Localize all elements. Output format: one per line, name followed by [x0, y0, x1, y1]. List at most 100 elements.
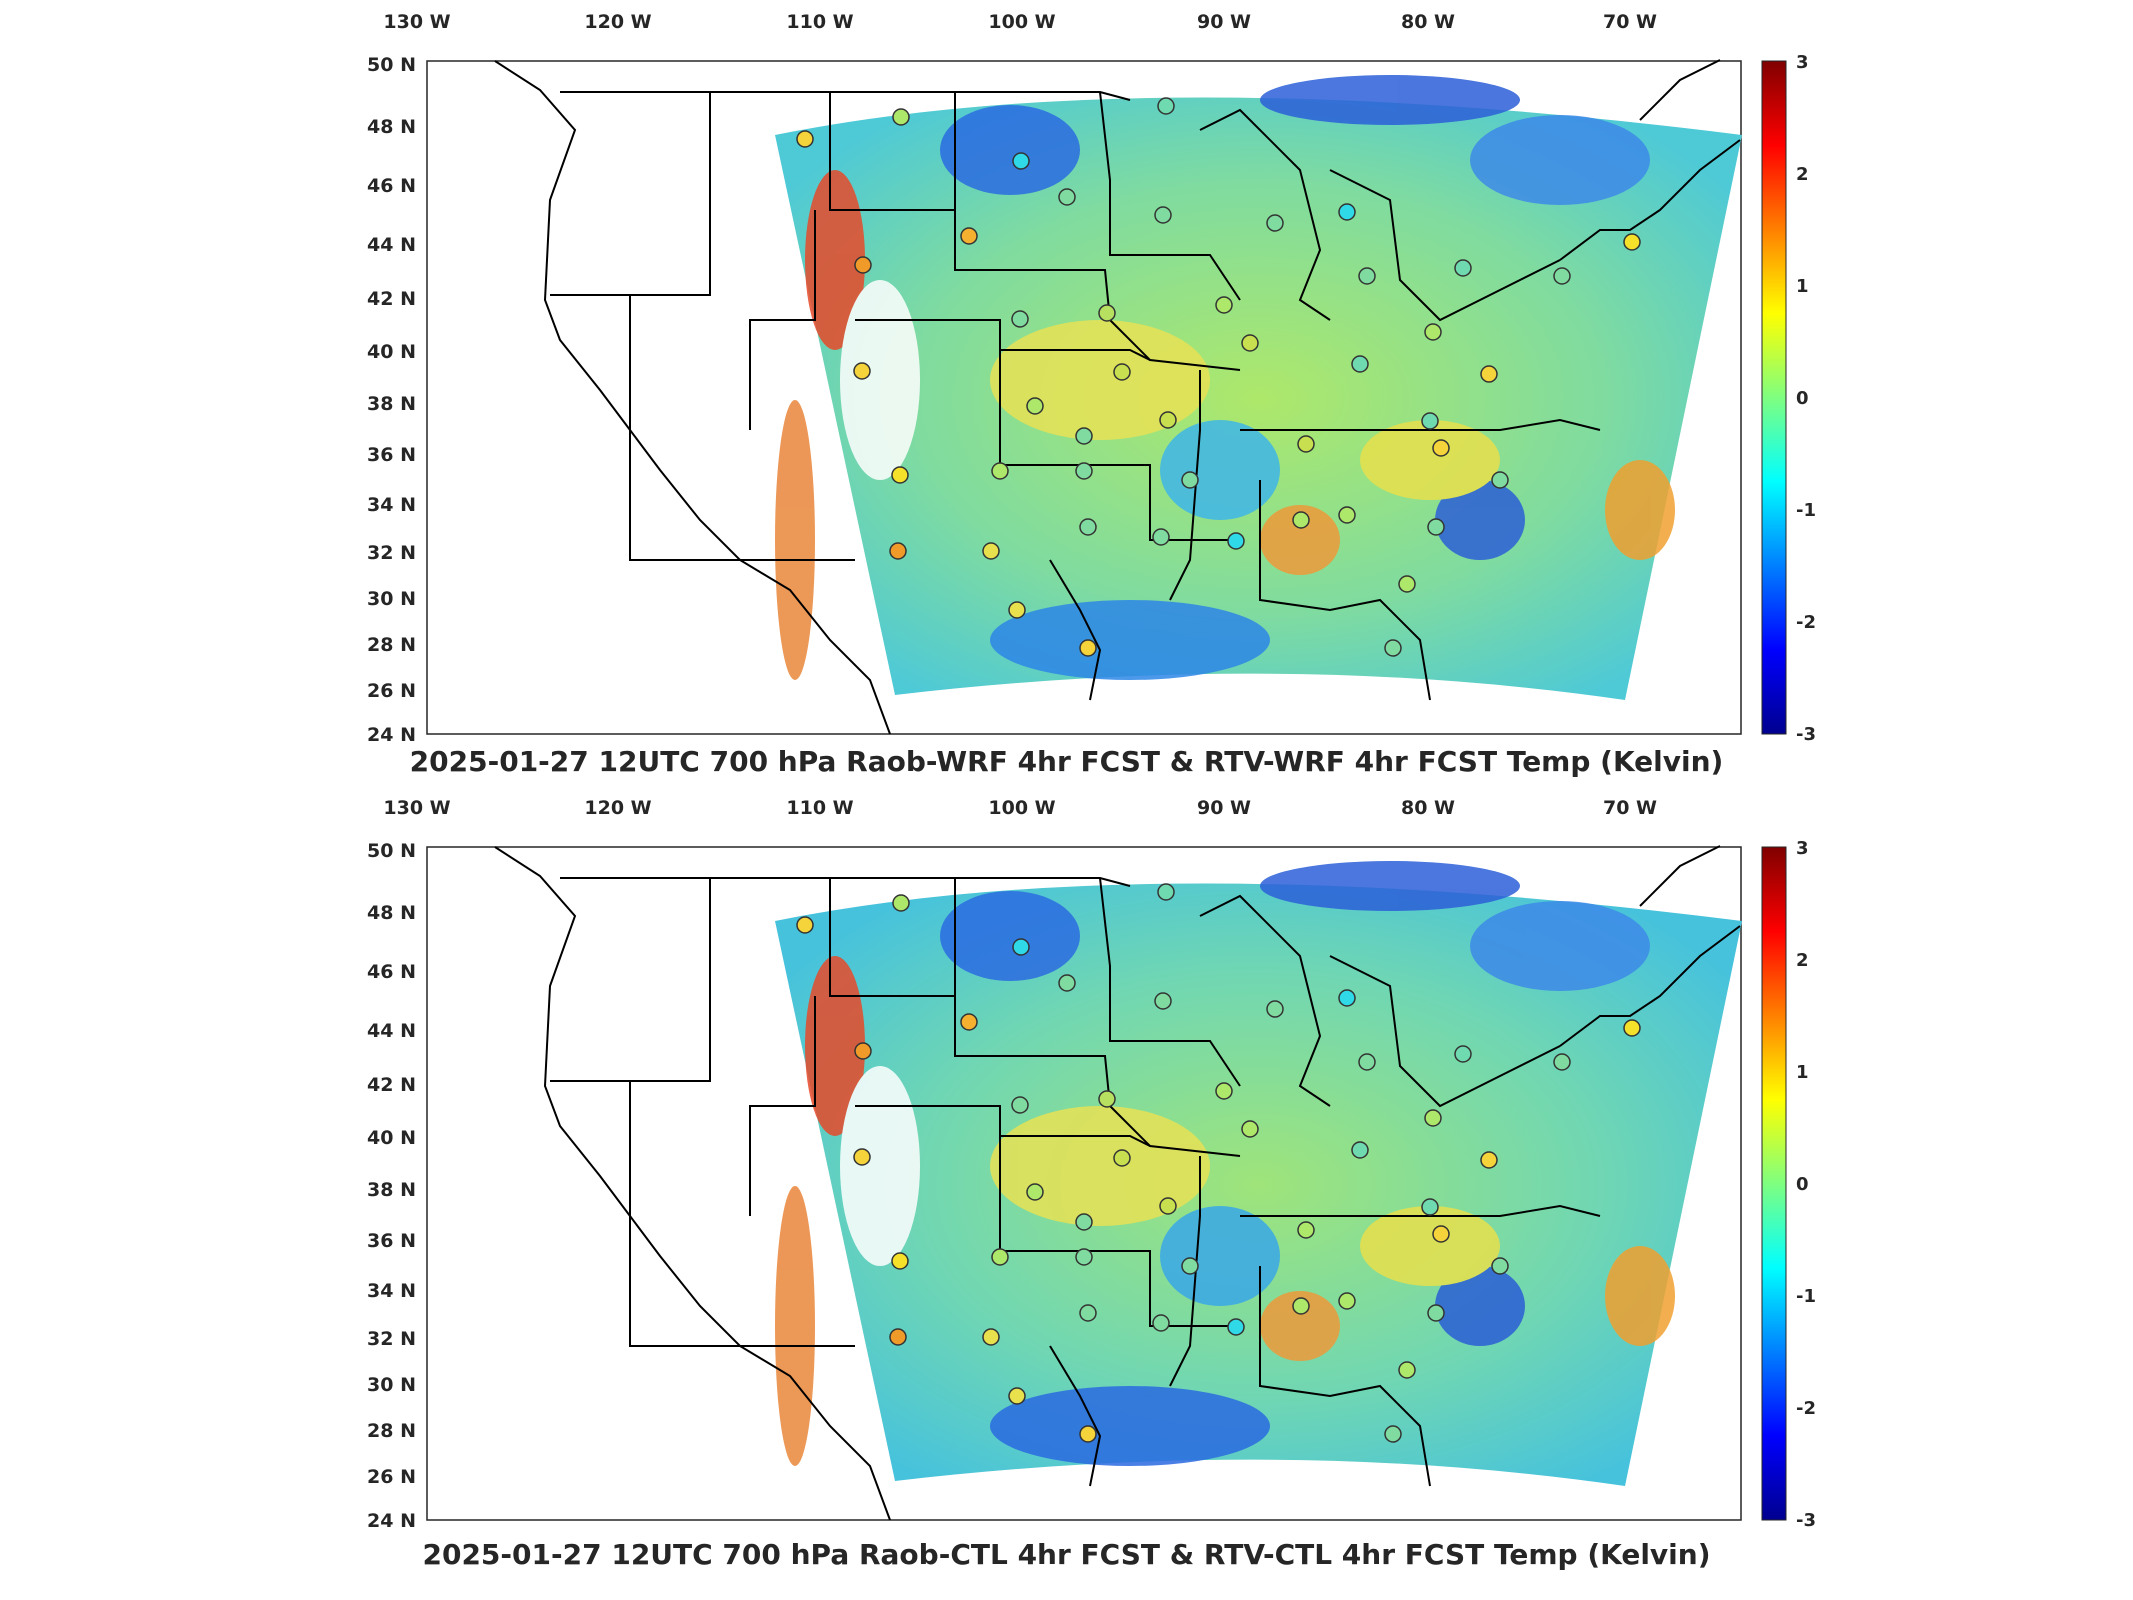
station-marker [991, 1248, 1009, 1266]
station-marker [1098, 304, 1116, 322]
station-marker [1079, 1304, 1097, 1322]
station-marker [1266, 1000, 1284, 1018]
bottom-map-figure: 130 W 120 W 110 W 100 W 90 W 80 W 70 W 5… [367, 797, 1816, 1532]
station-marker [1058, 974, 1076, 992]
lon-tick-label: 80 W [1401, 11, 1455, 33]
station-marker [1152, 528, 1170, 546]
station-marker [1338, 989, 1356, 1007]
lat-tick-label: 46 N [367, 175, 416, 197]
lat-tick-label: 34 N [367, 494, 416, 516]
station-marker [1351, 1141, 1369, 1159]
station-marker [854, 256, 872, 274]
station-marker [1026, 1183, 1044, 1201]
station-marker [1075, 1213, 1093, 1231]
lon-tick-label: 110 W [786, 797, 853, 819]
station-marker [1152, 1314, 1170, 1332]
lon-tick-label: 100 W [988, 11, 1055, 33]
station-marker [1432, 439, 1450, 457]
station-marker [1079, 1425, 1097, 1443]
station-marker [1297, 435, 1315, 453]
station-marker [1553, 267, 1571, 285]
colorbar-tick: 3 [1796, 838, 1809, 859]
station-marker [1075, 427, 1093, 445]
bottom-map-panel: 130 W 120 W 110 W 100 W 90 W 80 W 70 W 5… [0, 790, 2133, 1580]
station-marker [889, 1328, 907, 1346]
station-marker [892, 108, 910, 126]
lon-tick-label: 70 W [1603, 797, 1657, 819]
station-marker [1227, 1318, 1245, 1336]
colorbar-tick: -2 [1796, 612, 1816, 633]
lat-tick-label: 24 N [367, 724, 416, 746]
raob-station-markers [796, 883, 1641, 1443]
station-marker [1241, 1120, 1259, 1138]
lat-tick-label: 30 N [367, 588, 416, 610]
lat-tick-label: 34 N [367, 1280, 416, 1302]
lat-tick-label: 48 N [367, 902, 416, 924]
station-marker [1398, 1361, 1416, 1379]
colorbar-tick-labels: 3 2 1 0 -1 -2 -3 [1796, 838, 1816, 1531]
lat-tick-label: 32 N [367, 542, 416, 564]
station-marker [1358, 1053, 1376, 1071]
colorbar-tick: 0 [1796, 1174, 1809, 1195]
station-marker [1338, 1292, 1356, 1310]
colorbar-tick: 1 [1796, 1062, 1809, 1083]
station-marker [960, 1013, 978, 1031]
colorbar-tick: -3 [1796, 724, 1816, 745]
lat-tick-label: 38 N [367, 393, 416, 415]
station-marker [1157, 883, 1175, 901]
colorbar-tick: 0 [1796, 388, 1809, 409]
station-marker [1421, 1198, 1439, 1216]
station-marker [1113, 363, 1131, 381]
station-marker [1098, 1090, 1116, 1108]
station-marker [1012, 938, 1030, 956]
colorbar-tick: 2 [1796, 950, 1809, 971]
colorbar [1761, 60, 1787, 735]
lon-tick-label: 70 W [1603, 11, 1657, 33]
station-marker [892, 894, 910, 912]
colorbar-tick: 1 [1796, 276, 1809, 297]
state-and-coast-lines [494, 59, 1741, 735]
lat-tick-label: 32 N [367, 1328, 416, 1350]
station-marker [1432, 1225, 1450, 1243]
lon-tick-label: 90 W [1197, 797, 1251, 819]
lat-tick-label: 40 N [367, 341, 416, 363]
station-marker [1227, 532, 1245, 550]
lon-tick-label: 120 W [584, 797, 651, 819]
station-marker [1480, 1151, 1498, 1169]
lon-tick-label: 80 W [1401, 797, 1455, 819]
lat-tick-label: 40 N [367, 1127, 416, 1149]
station-marker [1058, 188, 1076, 206]
longitude-tick-labels: 130 W 120 W 110 W 100 W 90 W 80 W 70 W [383, 11, 1657, 33]
station-marker [1491, 1257, 1509, 1275]
station-marker [1358, 267, 1376, 285]
lat-tick-label: 26 N [367, 1466, 416, 1488]
station-marker [854, 1042, 872, 1060]
colorbar [1761, 846, 1787, 1521]
station-marker [796, 916, 814, 934]
station-marker [1398, 575, 1416, 593]
station-marker [796, 130, 814, 148]
station-marker [1384, 1425, 1402, 1443]
lat-tick-label: 42 N [367, 288, 416, 310]
station-marker [1623, 233, 1641, 251]
station-marker [1075, 462, 1093, 480]
station-marker [1454, 1045, 1472, 1063]
station-marker [1266, 214, 1284, 232]
raob-station-markers [796, 97, 1641, 657]
bottom-map-title: 2025-01-27 12UTC 700 hPa Raob-CTL 4hr FC… [422, 1538, 1711, 1571]
lat-tick-label: 36 N [367, 1230, 416, 1252]
lat-tick-label: 50 N [367, 54, 416, 76]
lat-tick-label: 50 N [367, 840, 416, 862]
lat-tick-label: 44 N [367, 234, 416, 256]
station-marker [853, 362, 871, 380]
station-marker [1424, 1109, 1442, 1127]
station-marker [1011, 1096, 1029, 1114]
station-marker [1181, 1257, 1199, 1275]
station-marker [1079, 639, 1097, 657]
lat-tick-label: 30 N [367, 1374, 416, 1396]
station-marker [1491, 471, 1509, 489]
lon-tick-label: 120 W [584, 11, 651, 33]
lon-tick-label: 90 W [1197, 11, 1251, 33]
station-marker [982, 542, 1000, 560]
colorbar-tick: 2 [1796, 164, 1809, 185]
